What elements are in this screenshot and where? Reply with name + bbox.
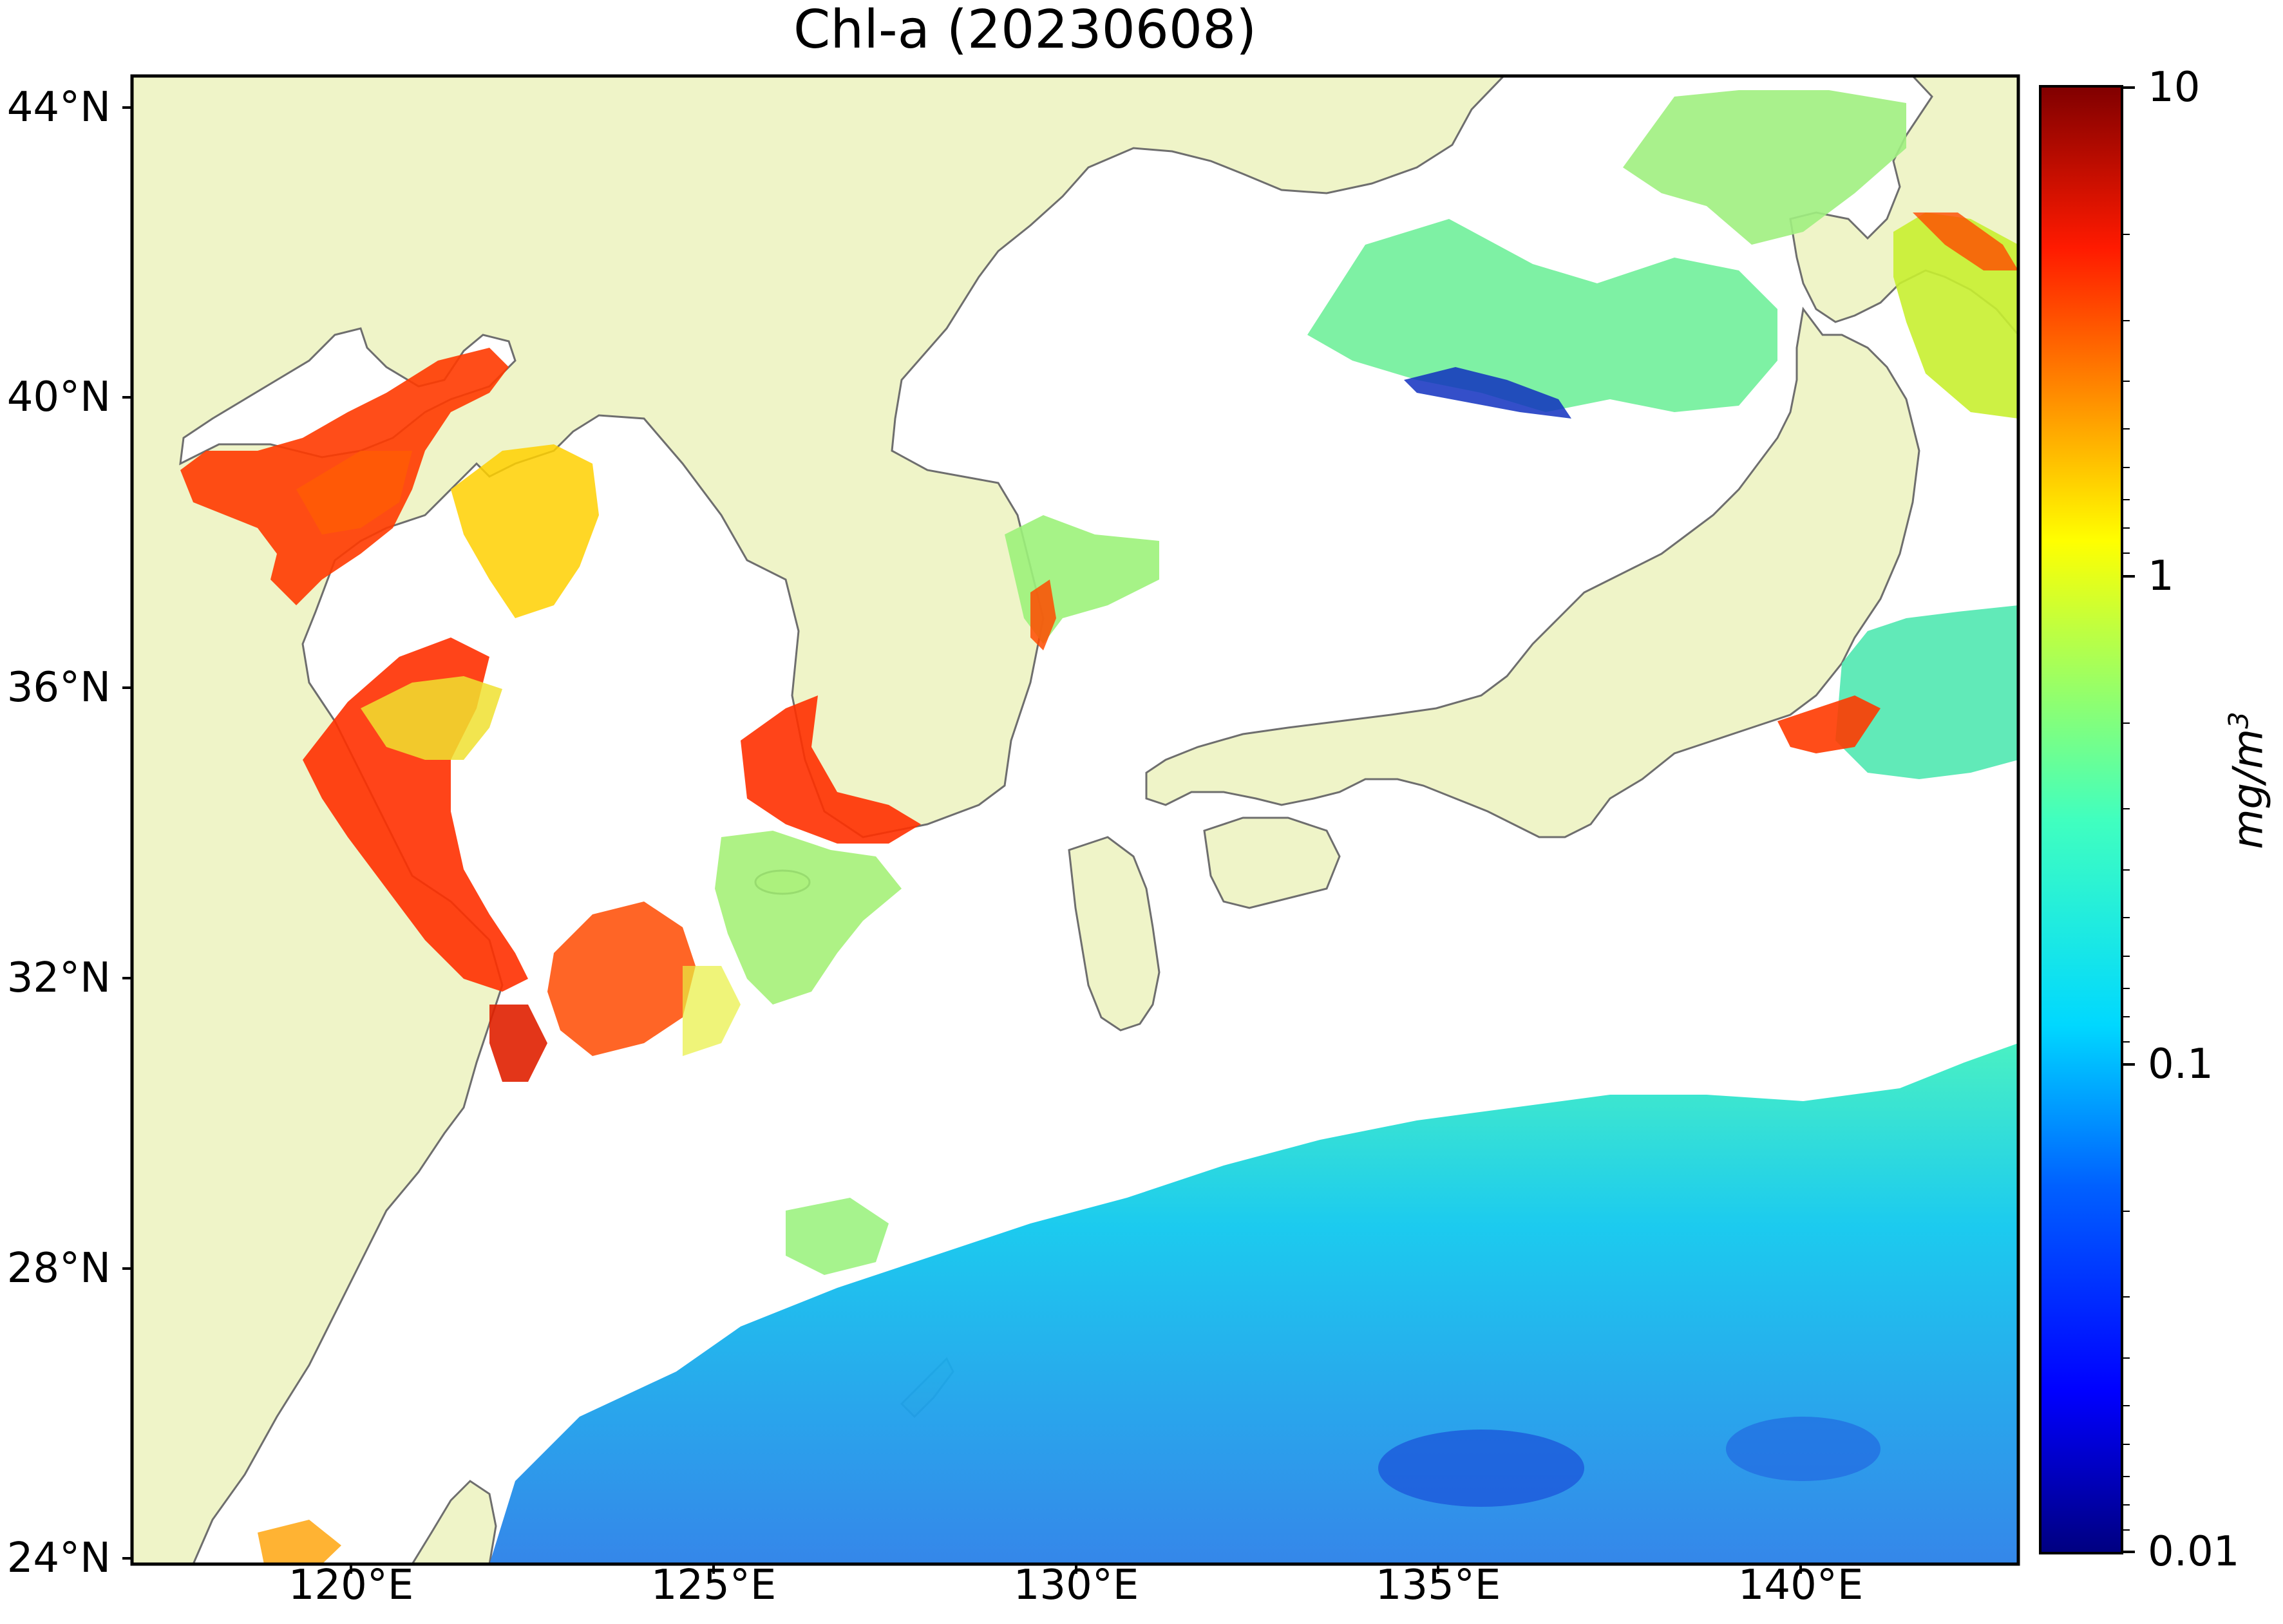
chl-korea-strait <box>715 831 902 1005</box>
chl-japan-sea-north <box>1307 219 1777 412</box>
colorbar-gradient <box>2040 86 2122 1553</box>
lat-label-24n: 24°N <box>6 1534 111 1582</box>
shikoku-island <box>1203 817 1341 909</box>
chl-jiangsu-yellow <box>361 676 502 760</box>
lon-label-135e: 135°E <box>1375 1562 1501 1609</box>
map-area <box>132 76 2018 1564</box>
lat-label-44n: 44°N <box>6 84 111 131</box>
colorbar-ticks <box>2122 86 2135 1553</box>
chl-bohai-center <box>296 451 412 534</box>
chl-yellow-sea-east <box>451 444 599 618</box>
chl-tokyo-bay <box>1777 695 1880 753</box>
lon-label-130e: 130°E <box>1013 1562 1139 1609</box>
chl-sakhalin-strait <box>1623 90 1906 245</box>
chl-mouth <box>489 1005 547 1082</box>
chl-east-china-sea-patch <box>786 1198 889 1275</box>
lon-label-125e: 125°E <box>650 1562 777 1609</box>
lat-ticks <box>122 106 132 1560</box>
chl-southern-ocean <box>489 1043 2018 1564</box>
colorbar-label-0-01: 0.01 <box>2148 1528 2240 1576</box>
lon-ticks <box>350 1564 1802 1574</box>
chl-kuroshio-east <box>1835 605 2018 779</box>
colorbar-label-0-1: 0.1 <box>2148 1041 2213 1088</box>
honshu-island <box>1145 307 1920 838</box>
chl-taiwan-strait-patch <box>258 1520 341 1564</box>
chl-low-patch-2 <box>1726 1417 1880 1481</box>
kyushu-island <box>1068 836 1160 1032</box>
chl-jiangsu-coast <box>303 637 528 992</box>
colorbar-minor-ticks <box>2122 234 2130 1531</box>
chl-yangtze-plume <box>547 902 696 1056</box>
lon-label-120e: 120°E <box>288 1562 414 1609</box>
lat-label-28n: 28°N <box>6 1245 111 1292</box>
colorbar-label-10: 10 <box>2148 64 2201 111</box>
chl-low-patch <box>1378 1430 1584 1507</box>
chl-korea-south <box>741 695 921 844</box>
colorbar-unit-exponent: 3 <box>2222 712 2255 729</box>
colorbar-frame <box>2039 85 2123 1554</box>
lat-label-40n: 40°N <box>6 373 111 421</box>
mainland-landmass <box>132 76 1506 1564</box>
lat-label-32n: 32°N <box>6 954 111 1002</box>
lon-label-140e: 140°E <box>1738 1562 1864 1609</box>
chl-east-korea-red <box>1030 580 1056 650</box>
chl-yangtze-ring <box>683 966 741 1056</box>
colorbar-unit-text: mg/m <box>2224 728 2273 849</box>
taiwan-island <box>411 1480 497 1564</box>
chl-hokkaido-east-red <box>1913 212 2018 270</box>
lat-label-36n: 36°N <box>6 664 111 712</box>
chl-japan-sea-dark <box>1404 367 1571 419</box>
colorbar-label-1: 1 <box>2148 552 2174 600</box>
colorbar-unit-label: mg/m3 <box>2222 712 2272 849</box>
